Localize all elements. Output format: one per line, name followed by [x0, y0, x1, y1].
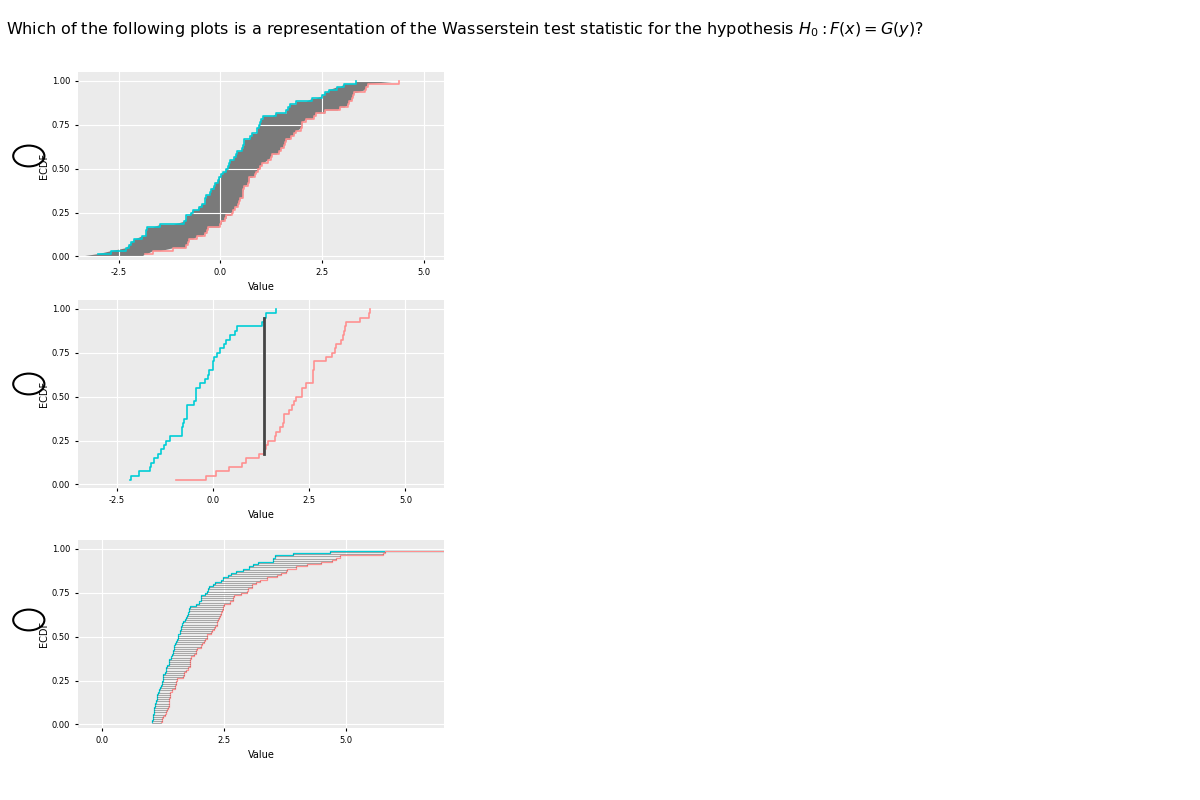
Y-axis label: ECDF: ECDF — [40, 153, 49, 179]
Text: Which of the following plots is a representation of the Wasserstein test statist: Which of the following plots is a repres… — [6, 20, 924, 39]
X-axis label: Value: Value — [247, 282, 275, 292]
X-axis label: Value: Value — [247, 750, 275, 760]
Y-axis label: ECDF: ECDF — [40, 381, 49, 407]
X-axis label: Value: Value — [247, 510, 275, 520]
Y-axis label: ECDF: ECDF — [40, 621, 49, 647]
